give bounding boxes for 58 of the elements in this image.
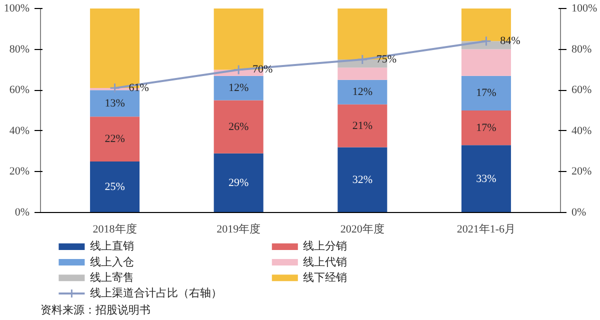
bar	[461, 76, 511, 110]
bar	[90, 162, 140, 212]
x-tick-label: 2021年1-6月	[456, 224, 516, 236]
y-tick-label: 40%	[9, 124, 30, 137]
data-label: 22%	[104, 133, 125, 146]
data-label: 17%	[476, 122, 496, 134]
data-label: 33%	[476, 172, 496, 185]
bar	[90, 90, 140, 117]
data-label: 17%	[476, 87, 496, 100]
legend-label: 线上入仓	[90, 255, 134, 268]
legend-label: 线上代销	[303, 255, 348, 268]
data-label: 29%	[228, 176, 249, 189]
point	[357, 54, 368, 65]
bar	[214, 76, 264, 100]
data-label: 12%	[228, 82, 249, 94]
bar	[214, 100, 264, 154]
bar	[338, 147, 388, 212]
legend-label: 线上直销	[90, 240, 134, 253]
bar	[90, 116, 140, 162]
bar	[338, 80, 388, 104]
x-tick-label: 2020年度	[340, 222, 384, 236]
bar	[214, 153, 264, 212]
data-label: 75%	[376, 54, 397, 66]
data-label: 61%	[128, 82, 149, 94]
legend-label: 线下经销	[303, 270, 348, 284]
data-label: 21%	[352, 120, 372, 132]
y2-tick-label: 40%	[572, 124, 592, 137]
y2-tick-label: 80%	[572, 43, 592, 56]
legend-label: 线上分销	[303, 240, 348, 253]
y2-tick-label: 60%	[572, 84, 592, 96]
data-label: 32%	[352, 174, 372, 186]
data-label: 26%	[228, 120, 249, 133]
y-tick-label: 100%	[4, 2, 30, 14]
point	[110, 82, 120, 94]
x-tick-label: 2018年度	[92, 222, 137, 236]
data-label: 25%	[104, 181, 125, 193]
bar	[461, 49, 511, 76]
legend-label: 线上渠道合计占比（右轴）	[90, 286, 222, 300]
data-label: 13%	[104, 97, 125, 110]
point	[233, 64, 244, 75]
y-tick-label: 60%	[9, 84, 30, 96]
bar	[338, 104, 388, 148]
data-label: 84%	[500, 35, 520, 48]
bar	[461, 145, 511, 212]
y-tick-label: 0%	[14, 206, 30, 218]
legend-label: 线上寄售	[90, 270, 134, 284]
data-label: 12%	[352, 86, 372, 98]
x-tick-label: 2019年度	[216, 222, 261, 236]
y2-tick-label: 20%	[572, 166, 592, 178]
point	[480, 36, 492, 46]
text: 资料来源：招股说明书	[40, 304, 150, 317]
y-tick-label: 20%	[9, 166, 30, 178]
data-label: 70%	[252, 64, 273, 76]
bar	[338, 68, 388, 80]
y2-tick-label: 0%	[572, 206, 586, 218]
y-tick-label: 80%	[9, 43, 30, 56]
bar	[461, 110, 511, 146]
y2-tick-label: 100%	[572, 2, 598, 14]
